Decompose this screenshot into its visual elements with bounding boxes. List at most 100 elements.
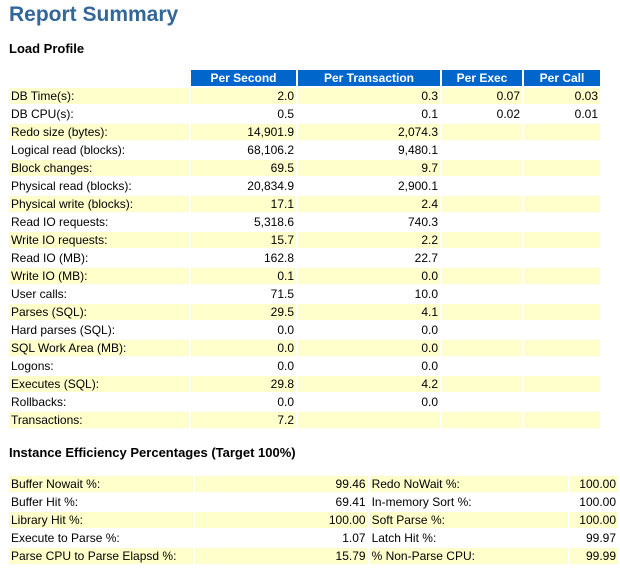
row-label: Logical read (blocks): (9, 142, 189, 158)
table-row: DB Time(s): 2.0 0.3 0.07 0.03 (9, 88, 600, 104)
table-row: Buffer Nowait %: 99.46 Redo NoWait %: 100.0… (9, 476, 618, 492)
efficiency-label: % Non-Parse CPU: (369, 548, 569, 564)
load-profile-heading: Load Profile (9, 41, 85, 56)
row-label: SQL Work Area (MB): (9, 340, 189, 356)
table-row: Block changes: 69.5 9.7 (9, 160, 600, 176)
table-row: Read IO requests: 5,318.6 740.3 (9, 214, 600, 230)
row-value: 0.3 (298, 88, 440, 104)
row-label: Executes (SQL): (9, 376, 189, 392)
row-value (442, 340, 522, 356)
efficiency-label: Soft Parse %: (369, 512, 569, 528)
row-value (298, 412, 440, 428)
table-row: DB CPU(s): 0.5 0.1 0.02 0.01 (9, 106, 600, 122)
row-value (524, 178, 600, 194)
efficiency-value: 100.00 (570, 494, 618, 510)
row-value: 2.0 (191, 88, 296, 104)
row-value: 2.4 (298, 196, 440, 212)
efficiency-value: 99.46 (194, 476, 368, 492)
table-row: Logons: 0.0 0.0 (9, 358, 600, 374)
row-label: Block changes: (9, 160, 189, 176)
row-value: 68,106.2 (191, 142, 296, 158)
row-value: 0.0 (191, 322, 296, 338)
row-value (442, 232, 522, 248)
table-row: Parses (SQL): 29.5 4.1 (9, 304, 600, 320)
efficiency-value: 100.00 (570, 476, 618, 492)
row-value (442, 412, 522, 428)
table-row: Hard parses (SQL): 0.0 0.0 (9, 322, 600, 338)
row-value: 0.0 (191, 394, 296, 410)
row-label: Parses (SQL): (9, 304, 189, 320)
row-value: 4.2 (298, 376, 440, 392)
row-value: 0.0 (298, 268, 440, 284)
row-value (442, 286, 522, 302)
efficiency-label: Buffer Nowait %: (9, 476, 193, 492)
row-value: 2,900.1 (298, 178, 440, 194)
row-label: Read IO (MB): (9, 250, 189, 266)
table-row: Buffer Hit %: 69.41 In-memory Sort %: 100.0… (9, 494, 618, 510)
row-value (524, 412, 600, 428)
row-value (524, 124, 600, 140)
row-label: Physical write (blocks): (9, 196, 189, 212)
efficiency-label: In-memory Sort %: (369, 494, 569, 510)
row-value: 2.2 (298, 232, 440, 248)
row-value (442, 196, 522, 212)
table-row: Executes (SQL): 29.8 4.2 (9, 376, 600, 392)
row-value (524, 286, 600, 302)
row-value: 29.5 (191, 304, 296, 320)
efficiency-table: Buffer Nowait %: 99.46 Redo NoWait %: 100.0… (7, 474, 620, 566)
row-value: 15.7 (191, 232, 296, 248)
report-title: Report Summary (9, 3, 179, 26)
table-row: Read IO (MB): 162.8 22.7 (9, 250, 600, 266)
row-value: 0.0 (191, 358, 296, 374)
row-value: 14,901.9 (191, 124, 296, 140)
table-row: Write IO (MB): 0.1 0.0 (9, 268, 600, 284)
per-second-header: Per Second (191, 70, 296, 86)
row-value (524, 340, 600, 356)
row-label: DB Time(s): (9, 88, 189, 104)
row-value: 0.03 (524, 88, 600, 104)
row-value (442, 250, 522, 266)
label-column-header (9, 70, 189, 86)
row-value (442, 268, 522, 284)
row-value: 22.7 (298, 250, 440, 266)
row-value (524, 160, 600, 176)
row-value: 162.8 (191, 250, 296, 266)
row-label: Read IO requests: (9, 214, 189, 230)
row-value (524, 214, 600, 230)
efficiency-value: 99.99 (570, 548, 618, 564)
row-value (442, 214, 522, 230)
row-value: 0.5 (191, 106, 296, 122)
row-value (524, 322, 600, 338)
row-label: Hard parses (SQL): (9, 322, 189, 338)
row-value: 0.0 (298, 358, 440, 374)
row-label: Physical read (blocks): (9, 178, 189, 194)
efficiency-label: Execute to Parse %: (9, 530, 193, 546)
row-value (524, 232, 600, 248)
row-value (524, 394, 600, 410)
per-call-header: Per Call (524, 70, 600, 86)
row-value: 17.1 (191, 196, 296, 212)
per-transaction-header: Per Transaction (298, 70, 440, 86)
row-value: 71.5 (191, 286, 296, 302)
row-value (524, 358, 600, 374)
efficiency-value: 69.41 (194, 494, 368, 510)
row-value (442, 322, 522, 338)
table-row: User calls: 71.5 10.0 (9, 286, 600, 302)
row-label: Logons: (9, 358, 189, 374)
row-value: 0.0 (191, 340, 296, 356)
row-value: 20,834.9 (191, 178, 296, 194)
row-value (524, 376, 600, 392)
row-value (524, 268, 600, 284)
row-value: 0.02 (442, 106, 522, 122)
row-value: 7.2 (191, 412, 296, 428)
table-row: Library Hit %: 100.00 Soft Parse %: 100.00 (9, 512, 618, 528)
row-value (442, 160, 522, 176)
row-label: DB CPU(s): (9, 106, 189, 122)
table-row: Rollbacks: 0.0 0.0 (9, 394, 600, 410)
efficiency-value: 15.79 (194, 548, 368, 564)
row-value: 0.0 (298, 394, 440, 410)
row-value: 0.0 (298, 340, 440, 356)
table-row: Physical write (blocks): 17.1 2.4 (9, 196, 600, 212)
efficiency-label: Latch Hit %: (369, 530, 569, 546)
efficiency-heading: Instance Efficiency Percentages (Target … (9, 445, 296, 460)
